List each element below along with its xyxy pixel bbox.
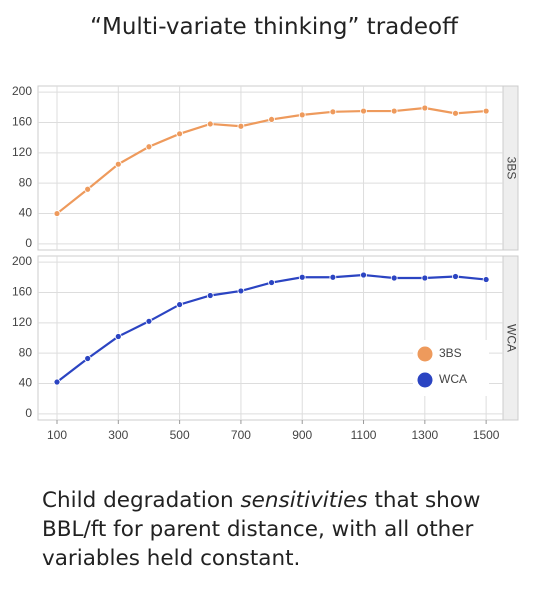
chart: 3BS 0 40 80 120 160 200 WCA 0 40 80 120 160 200 100 300… xyxy=(12,84,519,442)
legend-label: 3BS xyxy=(439,346,462,360)
y-tick-label: 80 xyxy=(19,345,33,359)
y-tick-label: 160 xyxy=(12,115,32,129)
data-point xyxy=(482,107,490,115)
y-tick-label: 0 xyxy=(25,406,32,420)
data-point xyxy=(237,287,245,295)
legend-marker xyxy=(416,371,434,389)
data-point xyxy=(329,108,337,116)
y-tick-label: 0 xyxy=(25,236,32,250)
panel-strip xyxy=(502,255,519,421)
data-point xyxy=(206,120,214,128)
data-point xyxy=(482,276,490,283)
y-tick-label: 80 xyxy=(19,175,33,189)
data-point xyxy=(452,273,459,280)
x-tick-label: 700 xyxy=(231,428,251,442)
y-tick-label: 160 xyxy=(12,285,32,299)
legend-label: WCA xyxy=(439,372,467,386)
y-tick-label: 200 xyxy=(12,254,32,268)
data-point xyxy=(360,107,367,115)
panel-strip xyxy=(502,85,519,251)
data-point xyxy=(145,317,153,325)
data-point xyxy=(84,185,92,193)
data-point xyxy=(298,111,306,119)
x-tick-label: 1500 xyxy=(473,428,500,442)
data-point xyxy=(53,210,61,217)
data-point xyxy=(84,355,92,362)
page-title: “Multi-variate thinking” tradeoff xyxy=(90,14,458,40)
data-point xyxy=(176,301,184,308)
x-tick-label: 500 xyxy=(170,428,190,442)
data-point xyxy=(390,107,398,115)
caption: Child degradation sensitivities that sho… xyxy=(42,486,542,573)
legend-marker xyxy=(416,345,434,363)
y-tick-label: 40 xyxy=(19,376,33,390)
data-point xyxy=(329,273,337,281)
x-tick-label: 1300 xyxy=(411,428,438,442)
caption-emphasis: sensitivities xyxy=(240,488,368,513)
data-point xyxy=(452,109,459,117)
panel-label: 3BS xyxy=(504,157,518,180)
caption-text: that show BBL/ft for parent distance, wi… xyxy=(42,488,481,571)
x-tick-label: 100 xyxy=(47,428,67,442)
caption-text: Child degradation xyxy=(42,488,241,513)
data-point xyxy=(298,273,306,281)
data-point xyxy=(268,116,275,123)
data-point xyxy=(421,104,429,112)
panel-label: WCA xyxy=(504,324,518,352)
y-tick-label: 200 xyxy=(12,84,32,98)
data-point xyxy=(268,279,275,286)
x-tick-label: 1100 xyxy=(351,428,377,442)
data-point xyxy=(421,274,429,282)
data-point xyxy=(176,130,184,138)
data-point xyxy=(390,274,398,282)
data-point xyxy=(114,333,122,340)
x-tick-label: 300 xyxy=(108,428,128,442)
y-tick-label: 40 xyxy=(19,206,33,220)
data-point xyxy=(206,292,214,299)
panel-background xyxy=(37,85,504,251)
data-point xyxy=(145,143,153,151)
data-point xyxy=(114,160,122,168)
data-point xyxy=(360,271,367,279)
x-tick-label: 900 xyxy=(292,428,312,442)
y-tick-label: 120 xyxy=(12,315,32,329)
data-point xyxy=(53,378,61,386)
y-tick-label: 120 xyxy=(12,145,32,159)
data-point xyxy=(237,122,245,130)
